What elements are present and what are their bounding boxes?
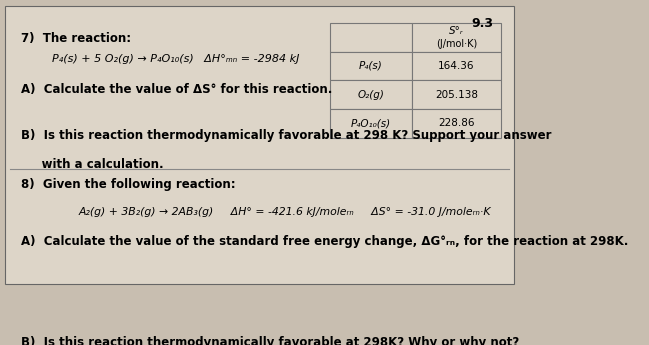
Text: B)  Is this reaction thermodynamically favorable at 298 K? Support your answer: B) Is this reaction thermodynamically fa… xyxy=(21,129,552,142)
Text: 205.138: 205.138 xyxy=(435,90,478,100)
Bar xyxy=(330,52,411,80)
Text: S°ᵣ: S°ᵣ xyxy=(449,26,463,36)
Bar xyxy=(411,109,501,138)
Bar xyxy=(411,80,501,109)
Text: 8)  Given the following reaction:: 8) Given the following reaction: xyxy=(21,178,236,191)
Text: (J/mol·K): (J/mol·K) xyxy=(435,39,477,49)
Text: with a calculation.: with a calculation. xyxy=(21,158,164,171)
Bar xyxy=(411,52,501,80)
Bar xyxy=(330,109,411,138)
Text: 228.86: 228.86 xyxy=(438,118,474,128)
Text: A₂(g) + 3B₂(g) → 2AB₃(g)     ΔH° = -421.6 kJ/moleᵣₙ     ΔS° = -31.0 J/moleᵣₙ·K: A₂(g) + 3B₂(g) → 2AB₃(g) ΔH° = -421.6 kJ… xyxy=(79,207,491,217)
Text: 7)  The reaction:: 7) The reaction: xyxy=(21,31,131,45)
Text: O₂(g): O₂(g) xyxy=(358,90,384,100)
Text: P₄(s): P₄(s) xyxy=(359,61,383,71)
Bar xyxy=(330,80,411,109)
Text: 9.3: 9.3 xyxy=(471,17,493,30)
Text: P₄(s) + 5 O₂(g) → P₄O₁₀(s)   ΔH°ₘₙ = -2984 kJ: P₄(s) + 5 O₂(g) → P₄O₁₀(s) ΔH°ₘₙ = -2984… xyxy=(53,55,300,65)
Text: A)  Calculate the value of ΔS° for this reaction.: A) Calculate the value of ΔS° for this r… xyxy=(21,83,332,96)
Text: A)  Calculate the value of the standard free energy change, ΔG°ᵣₙ, for the react: A) Calculate the value of the standard f… xyxy=(21,235,628,248)
Text: P₄O₁₀(s): P₄O₁₀(s) xyxy=(351,118,391,128)
Text: 164.36: 164.36 xyxy=(438,61,474,71)
Text: B)  Is this reaction thermodynamically favorable at 298K? Why or why not?: B) Is this reaction thermodynamically fa… xyxy=(21,336,519,345)
FancyBboxPatch shape xyxy=(5,6,514,284)
Bar xyxy=(411,23,501,52)
Bar xyxy=(330,23,411,52)
